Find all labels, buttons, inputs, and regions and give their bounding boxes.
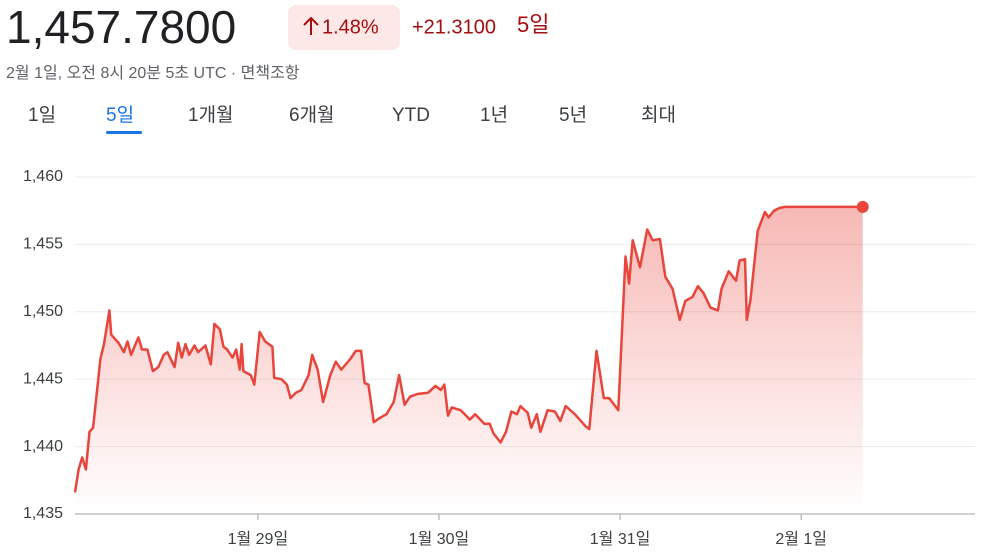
y-tick-label: 1,460 [23,168,63,185]
y-tick-label: 1,450 [23,303,63,320]
x-tick-label: 1월 31일 [590,530,651,548]
up-arrow [303,16,319,35]
y-tick-label: 1,435 [23,505,63,522]
y-tick-label: 1,445 [23,370,63,387]
plot: 1,435 1,440 1,445 1,450 1,455 1,460 1월 29일 1월 3… [23,168,975,548]
x-tick-label: 1월 30일 [409,530,470,548]
tab[interactable]: 1개월 [188,104,234,126]
y-tick-label: 1,440 [23,438,63,455]
last-point [856,200,869,213]
x-tick-label: 2월 1일 [775,530,827,548]
tab[interactable]: YTD [392,105,430,126]
change-badge [288,5,400,50]
percent-change: 1.48% [322,16,379,38]
tab[interactable]: 5일 [106,104,134,126]
abs-change: +21.3100 [412,16,496,38]
tab[interactable]: 1년 [480,104,508,126]
x-tick-label: 1월 29일 [228,530,289,548]
price: 1,457.7800 [6,1,236,53]
tab[interactable]: 1일 [28,104,56,126]
tab[interactable]: 5년 [559,104,587,126]
tabs: 1일 5일 1개월 6개월 YTD 1년 5년 최대 [28,104,676,134]
tab-underline [106,131,143,134]
timestamp: 2월 1일, 오전 8시 20분 5초 UTC · 면책조항 [6,64,300,82]
price-line [73,205,863,493]
tab[interactable]: 6개월 [289,104,335,126]
y-tick-label: 1,455 [23,236,63,253]
area [75,206,863,514]
period: 5일 [517,12,549,37]
tab[interactable]: 최대 [641,104,676,126]
